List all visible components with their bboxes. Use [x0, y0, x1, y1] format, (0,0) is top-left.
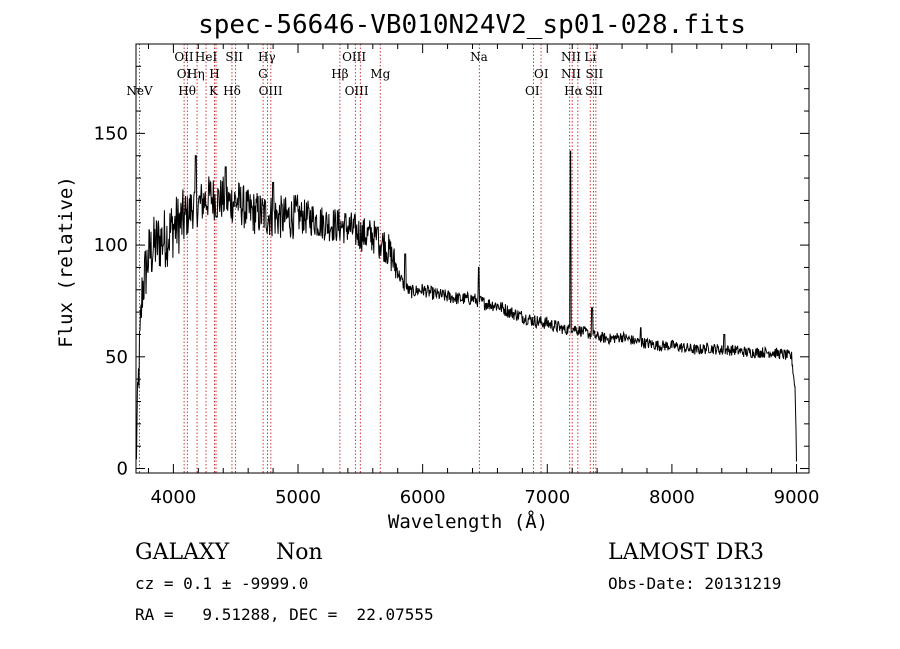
- spectral-line-label: Hβ: [331, 67, 348, 81]
- object-class: GALAXY: [135, 540, 230, 565]
- coordinates-readout: RA = 9.51288, DEC = 22.07555: [135, 605, 434, 624]
- spectral-line-label: Li: [584, 50, 596, 64]
- spectral-line-label: HeI: [195, 50, 218, 64]
- redshift-readout: cz = 0.1 ± -9999.0: [135, 574, 308, 593]
- spectral-line-label: Mg: [370, 67, 390, 81]
- spectral-line-label: OIII: [259, 84, 283, 98]
- x-tick-label: 4000: [150, 487, 196, 508]
- x-tick-label: 9000: [774, 487, 820, 508]
- y-tick-label: 100: [94, 235, 128, 256]
- y-tick-label: 150: [94, 123, 128, 144]
- spectral-line-label: Na: [470, 50, 488, 64]
- y-axis-label: Flux (relative): [55, 176, 77, 348]
- spectral-line-label: G: [258, 67, 268, 81]
- spectral-line-label: NII: [561, 50, 581, 64]
- spectral-line-label: OI: [534, 67, 549, 81]
- y-tick-label: 0: [117, 459, 128, 480]
- spectral-line-label: Hδ: [223, 84, 241, 98]
- survey-name: LAMOST DR3: [608, 540, 764, 565]
- spectral-line-label: SII: [585, 84, 603, 98]
- chart-title: spec-56646-VB010N24V2_sp01-028.fits: [198, 10, 746, 40]
- spectral-line-label: OII: [174, 50, 194, 64]
- spectral-line-labels: NeVOIIOIHηHθHeIHKSIIHδHγGOIIIOIIIHβOIIIM…: [126, 50, 603, 98]
- x-axis-label: Wavelength (Å): [388, 510, 548, 533]
- spectrum-trace: [135, 150, 797, 462]
- spectral-line-label: OI: [525, 84, 540, 98]
- axis-ticks: [136, 43, 809, 473]
- spectral-line-label: Hα: [564, 84, 583, 98]
- axis-tick-labels: 4000 5000 6000 7000 8000 9000 0 50 100 150: [94, 123, 820, 508]
- x-tick-label: 8000: [649, 487, 695, 508]
- spectral-line-label: NII: [561, 67, 581, 81]
- spectral-line-label: Hγ: [258, 50, 276, 64]
- spectral-line-label: OIII: [345, 84, 369, 98]
- x-tick-label: 5000: [275, 487, 321, 508]
- x-tick-label: 7000: [524, 487, 570, 508]
- spectral-line-label: H: [209, 67, 219, 81]
- spectral-line-label: OI: [177, 67, 192, 81]
- spectral-line-label: SII: [586, 67, 604, 81]
- spectral-line-label: K: [209, 84, 219, 98]
- observation-date: Obs-Date: 20131219: [608, 574, 781, 593]
- spectral-line-label: OIII: [342, 50, 366, 64]
- spectral-line-label: Hθ: [178, 84, 196, 98]
- spectral-line-label: SII: [225, 50, 243, 64]
- spectral-line-label: NeV: [126, 84, 153, 98]
- object-subclass: Non: [276, 540, 323, 565]
- spectral-line-markers: [139, 44, 597, 473]
- y-tick-label: 50: [105, 347, 128, 368]
- plot-frame: [135, 43, 810, 474]
- spectral-line-label: Hη: [187, 67, 205, 81]
- x-tick-label: 6000: [400, 487, 446, 508]
